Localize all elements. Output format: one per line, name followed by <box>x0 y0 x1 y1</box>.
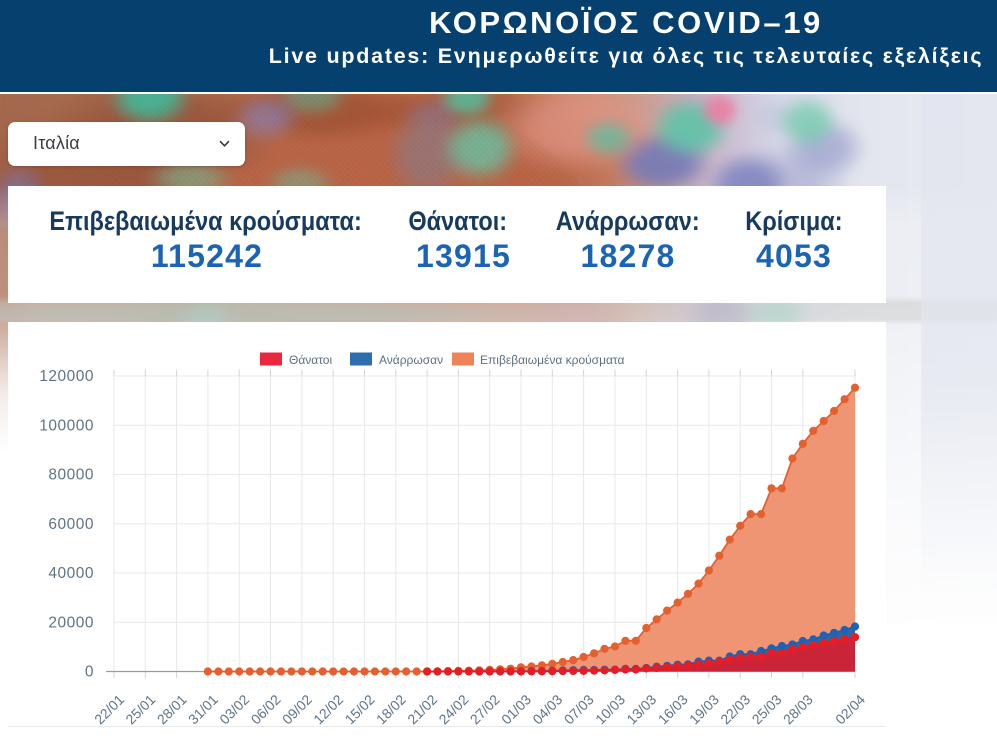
svg-text:31/01: 31/01 <box>185 691 221 727</box>
svg-text:22/03: 22/03 <box>717 691 753 727</box>
svg-text:25/03: 25/03 <box>749 691 785 727</box>
svg-text:12/02: 12/02 <box>310 691 346 727</box>
svg-text:19/03: 19/03 <box>686 691 722 727</box>
svg-text:07/03: 07/03 <box>561 691 597 727</box>
svg-text:10/03: 10/03 <box>592 691 628 727</box>
svg-text:02/04: 02/04 <box>832 691 868 727</box>
svg-text:0: 0 <box>85 664 94 681</box>
svg-text:04/03: 04/03 <box>529 691 565 727</box>
svg-text:13/03: 13/03 <box>623 691 659 727</box>
svg-text:22/01: 22/01 <box>91 691 127 727</box>
svg-text:120000: 120000 <box>39 368 94 385</box>
svg-text:28/01: 28/01 <box>154 691 190 727</box>
svg-text:27/02: 27/02 <box>467 691 503 727</box>
svg-text:03/02: 03/02 <box>216 691 252 727</box>
svg-text:Ανάρρωσαν: Ανάρρωσαν <box>379 353 443 367</box>
svg-text:15/02: 15/02 <box>342 691 378 727</box>
svg-text:25/01: 25/01 <box>122 691 158 727</box>
svg-text:09/02: 09/02 <box>279 691 315 727</box>
svg-text:80000: 80000 <box>48 467 94 484</box>
svg-text:18/02: 18/02 <box>373 691 409 727</box>
svg-text:40000: 40000 <box>48 565 94 582</box>
svg-text:Θάνατοι: Θάνατοι <box>289 353 332 367</box>
svg-text:60000: 60000 <box>48 516 94 533</box>
svg-text:24/02: 24/02 <box>435 691 471 727</box>
svg-text:28/03: 28/03 <box>780 691 816 727</box>
svg-text:Επιβεβαιωμένα κρούσματα: Επιβεβαιωμένα κρούσματα <box>480 353 625 367</box>
svg-text:100000: 100000 <box>39 418 94 435</box>
svg-text:01/03: 01/03 <box>498 691 534 727</box>
svg-text:21/02: 21/02 <box>404 691 440 727</box>
svg-text:20000: 20000 <box>48 614 94 631</box>
svg-text:06/02: 06/02 <box>248 691 284 727</box>
svg-text:16/03: 16/03 <box>655 691 691 727</box>
